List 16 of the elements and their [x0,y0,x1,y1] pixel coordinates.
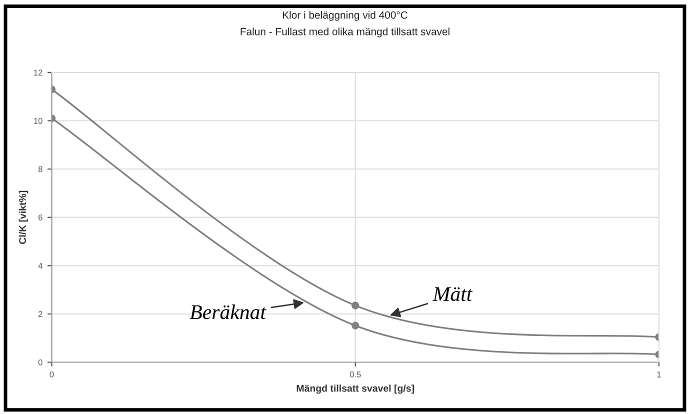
y-tick-label: 2 [38,311,42,317]
chart-subtitle: Falun - Fullast med olika mängd tillsatt svavel [240,28,450,38]
y-tick-label: 12 [34,70,42,76]
chart-title: Klor i beläggning vid 400°C [282,11,408,21]
y-tick-label: 0 [38,359,42,366]
series-label: Mätt [432,287,473,302]
y-tick-label: 10 [34,118,42,124]
x-tick-label: 0.5 [350,372,361,378]
y-tick-label: 8 [38,166,42,172]
y-axis-title: Cl/K [vikt%] [18,190,28,244]
series-label: Beräknat [190,304,266,320]
x-tick-label: 1 [657,372,661,378]
y-tick-label: 6 [38,214,42,220]
y-tick-label: 4 [38,262,42,269]
x-axis-title: Mängd tillsatt svavel [g/s] [296,384,414,394]
x-tick-label: 0 [50,372,54,378]
